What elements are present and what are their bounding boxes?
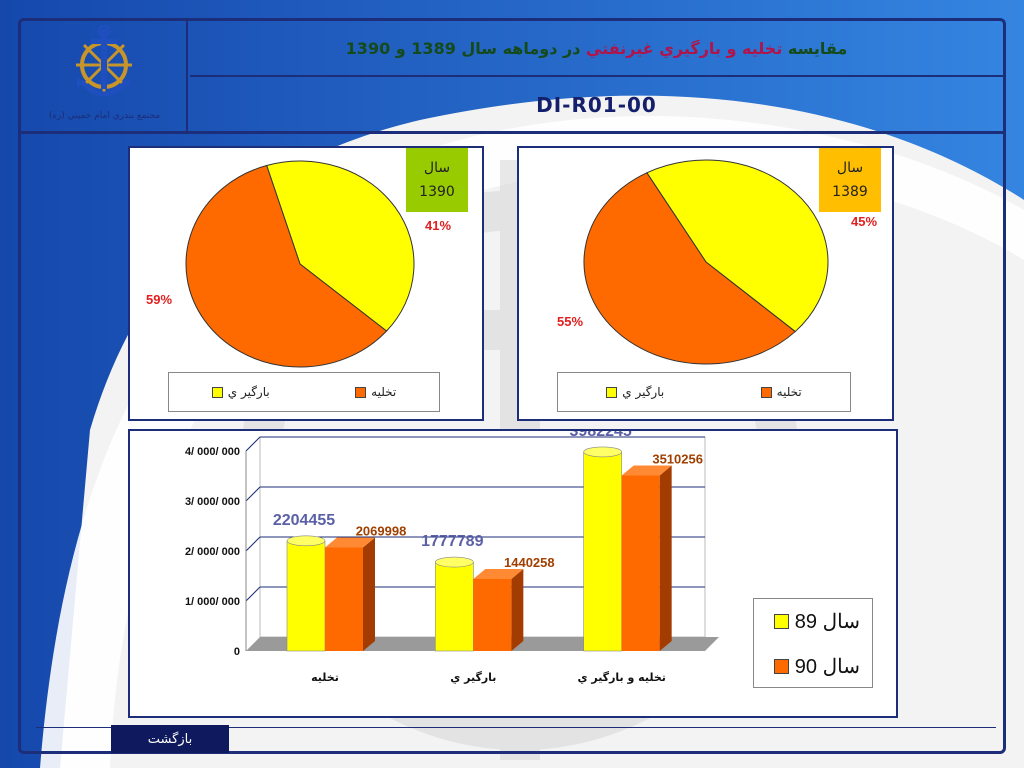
- year-badge-1389: سال 1389: [819, 148, 881, 212]
- bar-year89: [583, 451, 622, 652]
- pie-slice-loading: [266, 160, 415, 332]
- pie-label-unloading: 59%: [146, 292, 173, 307]
- legend-label-loading: بارگير ي: [227, 385, 270, 399]
- logo-cell: مجتمع بندري امام خميني (ره): [21, 21, 188, 131]
- pie-legend: تخليه بارگير ي: [557, 372, 851, 412]
- bar-chart: 0 1/ 000/ 000 2/ 000/ 000 3/ 000/ 000 4/ 000…: [185, 431, 719, 684]
- year-badge-label: سال: [836, 160, 864, 176]
- bar-legend-swatch-89: [773, 614, 789, 629]
- pie-label-loading: 41%: [425, 218, 452, 233]
- pie-chart-1389: [583, 159, 829, 365]
- bar-legend: سال 89 سال 90: [753, 598, 873, 688]
- title-prefix: مقايسه: [787, 38, 848, 58]
- data-label: 2069998: [356, 524, 407, 539]
- bar-side: [511, 568, 524, 651]
- x-tick-label: بارگير ي: [450, 671, 496, 684]
- pie-label-unloading: 55%: [557, 314, 584, 329]
- legend-item-loading: بارگير ي: [606, 385, 664, 399]
- y-tick-label: 2/ 000/ 000: [185, 546, 240, 558]
- pie-chart-1390: [185, 160, 415, 368]
- code-row: DI-R01-00: [190, 78, 1003, 131]
- title-suffix: در دوماهه سال 1389 و 1390: [345, 38, 581, 58]
- gridline-depth: [245, 586, 261, 602]
- legend-label-unloading: تخليه: [776, 385, 802, 399]
- slide-frame: [18, 18, 1006, 754]
- legend-swatch-loading: [211, 386, 223, 398]
- title-row: مقايسه تخليه و بارگيري غيرنفتي در دوماهه…: [190, 21, 1003, 77]
- legend-swatch-loading: [606, 386, 618, 398]
- legend-swatch-unloading: [355, 386, 367, 398]
- legend-swatch-unloading: [760, 386, 772, 398]
- bar-legend-item-90: سال 90: [754, 644, 872, 689]
- bar-year90: [621, 475, 660, 651]
- document-code: DI-R01-00: [536, 92, 657, 117]
- bar-top: [473, 568, 524, 579]
- bar-legend-swatch-90: [773, 659, 789, 674]
- header-divider: [21, 131, 1003, 134]
- bar-top: [621, 465, 672, 476]
- bar-year89: [435, 561, 474, 652]
- y-tick-label: 4/ 000/ 000: [185, 446, 240, 458]
- pie-slice-unloading: [185, 164, 388, 368]
- year-badge-label: سال: [423, 160, 451, 176]
- bar-side: [659, 465, 672, 651]
- legend-item-unloading: تخليه: [760, 385, 802, 399]
- bar-top: [286, 535, 326, 547]
- pie-label-loading: 45%: [851, 214, 878, 229]
- legend-item-unloading: تخليه: [355, 385, 396, 399]
- pie-panel-1390: سال 1390 41% 59% تخليه بارگير ي: [128, 146, 484, 421]
- data-label: 1777789: [421, 533, 483, 550]
- footer-divider: [36, 727, 996, 728]
- pie-slice-unloading: [583, 172, 797, 365]
- legend-item-loading: بارگير ي: [211, 385, 270, 399]
- x-tick-label: تخليه و بارگير ي: [577, 671, 665, 684]
- bar-top: [583, 446, 622, 458]
- bar-legend-item-89: سال 89: [754, 599, 872, 644]
- data-label: 3510256: [652, 451, 703, 466]
- pie-legend: تخليه بارگير ي: [168, 372, 440, 412]
- bar-top: [325, 537, 375, 548]
- data-label: 3982245: [570, 431, 632, 440]
- back-button[interactable]: بازگشت: [111, 725, 229, 753]
- pie-slice-loading: [646, 159, 829, 333]
- bar-top: [435, 556, 474, 568]
- y-tick-label: 0: [234, 646, 240, 658]
- year-badge-value: 1390: [419, 184, 455, 200]
- y-tick-label: 3/ 000/ 000: [185, 496, 240, 508]
- data-label: 2204455: [273, 512, 335, 529]
- page-title: مقايسه تخليه و بارگيري غيرنفتي در دوماهه…: [346, 39, 848, 58]
- gridline-depth: [245, 536, 261, 552]
- year-badge-1390: سال 1390: [406, 148, 468, 212]
- logo-caption: مجتمع بندري امام خميني (ره): [48, 111, 161, 121]
- y-tick-label: 1/ 000/ 000: [185, 596, 240, 608]
- title-highlight: تخليه و بارگيري غيرنفتي: [586, 38, 783, 58]
- data-label: 1440258: [504, 555, 555, 570]
- gridline-depth: [245, 436, 261, 452]
- bar-year90: [325, 547, 363, 651]
- bar-year90: [473, 578, 512, 651]
- legend-label-unloading: تخليه: [371, 385, 397, 399]
- year-badge-value: 1389: [832, 184, 868, 200]
- port-logo-icon: [76, 25, 132, 97]
- bar-legend-label-90: سال 90: [794, 656, 860, 678]
- bar-side: [363, 537, 375, 651]
- x-tick-label: تخليه: [311, 671, 339, 684]
- bar-legend-label-89: سال 89: [794, 611, 860, 633]
- legend-label-loading: بارگير ي: [622, 385, 665, 399]
- bar-year89: [286, 540, 326, 652]
- gridline-depth: [245, 486, 261, 502]
- pie-panel-1389: سال 1389 45% 55% تخليه بارگير ي: [517, 146, 894, 421]
